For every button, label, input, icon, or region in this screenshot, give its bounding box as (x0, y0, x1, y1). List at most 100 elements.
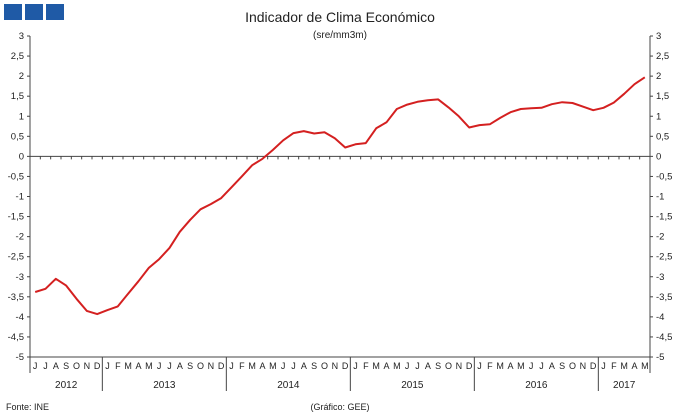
month-label: O (445, 361, 452, 371)
month-label: O (321, 361, 328, 371)
month-label: A (425, 361, 431, 371)
month-label: D (342, 361, 349, 371)
month-label: M (124, 361, 132, 371)
month-label: S (63, 361, 69, 371)
month-label: A (507, 361, 513, 371)
month-label: N (332, 361, 339, 371)
month-label: J (353, 361, 358, 371)
month-label: A (177, 361, 183, 371)
series-layer (34, 76, 646, 316)
y-tick-label: 1,5 (11, 91, 24, 102)
month-label: J (539, 361, 544, 371)
chart-credit: (Gráfico: GEE) (310, 402, 369, 412)
month-label: M (248, 361, 256, 371)
y-tick-label: -2 (16, 232, 24, 243)
y-tick-label: -5 (656, 352, 664, 363)
year-label: 2013 (153, 380, 176, 391)
month-label: A (135, 361, 141, 371)
y-tick-label: -1 (656, 192, 664, 203)
month-label: S (187, 361, 193, 371)
month-label: D (590, 361, 597, 371)
y-tick-label: -4,5 (656, 332, 672, 343)
month-label: J (157, 361, 162, 371)
series-line (34, 76, 646, 316)
month-label: N (84, 361, 91, 371)
y-tick-label: 1 (656, 111, 661, 122)
y-tick-label: -3 (656, 272, 664, 283)
logo-square (4, 4, 22, 20)
year-label: 2012 (55, 380, 78, 391)
month-label: J (229, 361, 234, 371)
year-label: 2016 (525, 380, 548, 391)
y-tick-label: -2,5 (8, 252, 24, 263)
month-label: D (94, 361, 101, 371)
y-tick-label: 1,5 (656, 91, 669, 102)
month-label: A (53, 361, 59, 371)
y-tick-label: -2 (656, 232, 664, 243)
month-label: A (259, 361, 265, 371)
y-tick-label: 0 (656, 151, 661, 162)
month-label: J (415, 361, 420, 371)
y-tick-label: -3 (16, 272, 24, 283)
month-label: J (281, 361, 286, 371)
y-tick-label: 3 (656, 31, 661, 42)
y-tick-label: 2,5 (656, 51, 669, 62)
month-label: M (641, 361, 649, 371)
y-tick-label: 2,5 (11, 51, 24, 62)
y-tick-label: -4 (656, 312, 664, 323)
month-label: N (456, 361, 463, 371)
y-tick-label: -4 (16, 312, 24, 323)
month-label: M (496, 361, 504, 371)
chart-subtitle: (sre/mm3m) (313, 30, 367, 41)
month-label: F (363, 361, 369, 371)
month-label: J (477, 361, 482, 371)
month-label: J (529, 361, 534, 371)
month-label: J (601, 361, 606, 371)
y-tick-label: -5 (16, 352, 24, 363)
y-tick-label: -0,5 (656, 171, 672, 182)
month-label: J (167, 361, 172, 371)
month-label: M (620, 361, 628, 371)
month-label: J (405, 361, 410, 371)
month-label: A (549, 361, 555, 371)
month-label: D (218, 361, 225, 371)
chart-title: Indicador de Clima Económico (245, 9, 435, 25)
source-note: Fonte: INE (6, 402, 49, 412)
month-label: M (269, 361, 277, 371)
month-label: D (466, 361, 473, 371)
month-label: S (435, 361, 441, 371)
month-label: S (559, 361, 565, 371)
y-tick-label: 3 (19, 31, 24, 42)
y-axis-left: -5 -4,5 -4 -3,5 -3 -2,5 -2 -1,5 -1 -0,5 0 0,5 1 1,5 2 2… (8, 31, 30, 363)
month-label: N (208, 361, 215, 371)
month-label: F (239, 361, 245, 371)
month-label: O (197, 361, 204, 371)
y-tick-label: -3,5 (8, 292, 24, 303)
month-label: M (145, 361, 153, 371)
y-tick-label: -2,5 (656, 252, 672, 263)
y-tick-label: -1 (16, 192, 24, 203)
y-tick-label: 2 (656, 71, 661, 82)
year-label: 2015 (401, 380, 424, 391)
month-label: F (115, 361, 121, 371)
y-tick-label: 0 (19, 151, 24, 162)
month-label: A (301, 361, 307, 371)
y-tick-label: -1,5 (8, 212, 24, 223)
logo-square (25, 4, 43, 20)
axes (29, 36, 651, 373)
year-label: 2014 (277, 380, 300, 391)
y-tick-label: -4,5 (8, 332, 24, 343)
y-tick-label: 1 (19, 111, 24, 122)
month-label: F (487, 361, 493, 371)
month-label: A (383, 361, 389, 371)
y-axis-right: -5 -4,5 -4 -3,5 -3 -2,5 -2 -1,5 -1 -0,5 0 0,5 1 1,5 2 2… (650, 31, 672, 363)
month-label: M (517, 361, 525, 371)
month-label: J (291, 361, 296, 371)
logo (4, 4, 64, 20)
month-label: A (631, 361, 637, 371)
month-label: O (569, 361, 576, 371)
month-label: N (580, 361, 587, 371)
y-tick-label: -3,5 (656, 292, 672, 303)
